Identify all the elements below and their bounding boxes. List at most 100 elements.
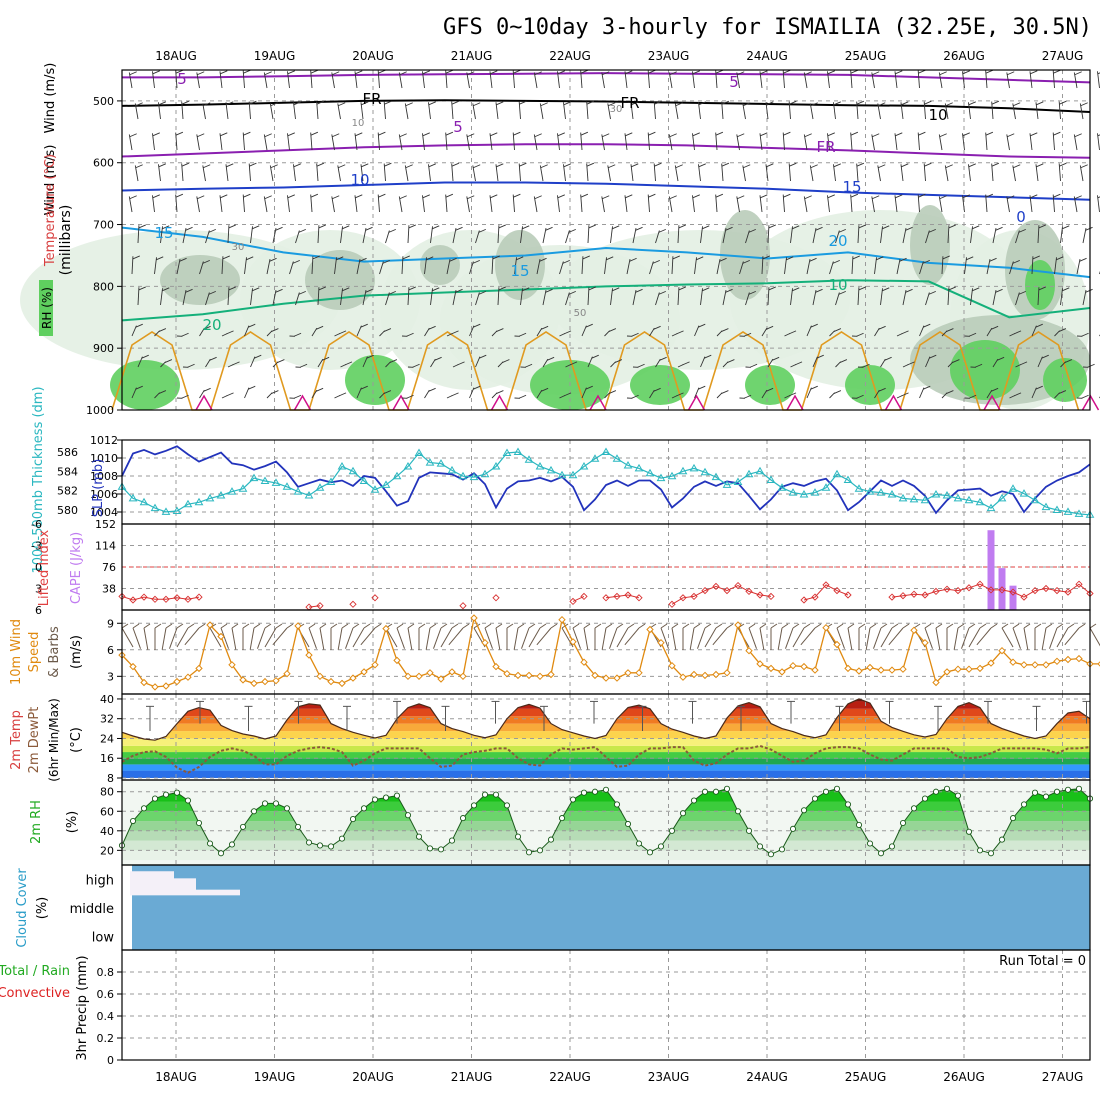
rh-shading-area [630, 365, 690, 405]
wind-barb-flag [715, 69, 724, 74]
wind-barb-flag [901, 163, 909, 168]
wind-barb-flag [249, 100, 257, 105]
wind-barb [205, 358, 211, 368]
temp-contour-30 [490, 394, 509, 411]
wind-barb [430, 226, 433, 244]
wind-barb-flag [952, 359, 960, 363]
precip-axis-title: 3hr Precip (mm) [75, 955, 90, 1060]
rh-shading-area [720, 210, 770, 300]
dewpoint-line [121, 744, 1091, 774]
wind-barb [986, 389, 993, 399]
wind-barb-flag [175, 131, 184, 136]
wind-barb-flag [270, 164, 278, 169]
wind-barb-flag [264, 195, 272, 200]
wind-barb [512, 70, 515, 89]
wind-barb [362, 356, 368, 368]
wind-barb [317, 287, 320, 306]
wind-barb [445, 194, 448, 213]
wind-barb [404, 165, 409, 182]
contour-label: 30 [232, 242, 245, 253]
wind-barb-10m [337, 627, 343, 650]
wind-barb [991, 163, 994, 182]
wind-speed-point [239, 676, 247, 684]
wind-barb-10m [924, 627, 933, 649]
wind-barb [563, 164, 566, 182]
wind-barb [985, 194, 988, 213]
rh-point [987, 850, 995, 857]
wind-barb [445, 132, 448, 151]
wind-barb [152, 195, 155, 213]
wind-barb [668, 196, 673, 213]
wind-barb [985, 70, 988, 89]
wind-barb [1006, 196, 1010, 213]
wind-barb-flag [451, 162, 460, 167]
wind-barb [520, 288, 523, 306]
thickness-point [656, 473, 666, 482]
wind-barb-10m-flag [836, 623, 844, 629]
wind-barb-flag [383, 390, 392, 394]
wind-barb-flag [516, 256, 524, 261]
wind-barb [466, 196, 470, 213]
rh-shading-area [420, 245, 460, 285]
wind-barb [475, 230, 480, 244]
wind-barb-10m [561, 627, 574, 648]
wind-barb-flag [185, 226, 193, 231]
wind-barb [871, 72, 875, 89]
wind-barb-10m-flag [814, 623, 822, 629]
wind-barb-flag [878, 325, 886, 330]
wind-barb-10m-flag [770, 623, 778, 629]
wind-barb [919, 387, 925, 399]
date-label-bottom: 20AUG [352, 1070, 394, 1084]
wind-barb-flag [669, 71, 677, 76]
lifted-index-point [162, 595, 170, 603]
rh-point [316, 842, 324, 849]
wind-barb [970, 288, 973, 306]
rh-point [327, 843, 335, 850]
wind-barb-10m-flag [748, 623, 756, 629]
wind-barb-flag [479, 354, 487, 359]
wind-barb [962, 71, 965, 89]
wind-speed-point [745, 646, 753, 655]
wind-barb-flag [1018, 290, 1026, 295]
wind-barb-10m-flag [440, 623, 448, 629]
wind-barb-flag [563, 330, 572, 335]
wind-barb [880, 358, 886, 368]
wind-barb-10m [572, 627, 581, 649]
temp-contour-30 [293, 394, 312, 411]
wind-barb-flag [702, 225, 710, 230]
contour-label: 5 [453, 118, 463, 136]
wind-barb [1029, 133, 1033, 151]
wind-barb [985, 132, 988, 151]
rh-axis-tick-label: 80 [100, 786, 114, 799]
pressure-axis-tick-label: 1000 [86, 404, 114, 417]
wind-barb-flag [715, 131, 724, 136]
wind-barb-flag [336, 256, 344, 261]
wind-barb [356, 387, 362, 399]
wind-barb [630, 102, 634, 120]
wind-speed-point [877, 666, 885, 674]
wind-barb-flag [138, 286, 146, 291]
thickness-point [183, 499, 193, 508]
wind-barb [736, 72, 740, 89]
wind-barb-10m-flag [891, 623, 899, 629]
wind-barb-flag [654, 100, 662, 105]
rh-point [536, 847, 544, 854]
wind-barb-flag [270, 102, 278, 107]
wind-speed-point [558, 615, 566, 624]
wind-barb-flag [269, 257, 277, 262]
wind-barb-flag [197, 133, 205, 138]
thickness-point [854, 484, 864, 492]
wind-barb [565, 230, 570, 244]
wind-barb [311, 327, 318, 337]
wind-barb-flag [905, 288, 913, 293]
wind-barb-flag [648, 69, 656, 74]
wind-barb-10m [976, 627, 992, 646]
wind-barb-10m-flag [220, 623, 228, 629]
wind-barb [962, 133, 965, 151]
wind-barb [1052, 194, 1055, 213]
thickness-point [315, 483, 325, 491]
wind-barb-10m [536, 627, 552, 646]
wind-barb-10m-flag [506, 623, 514, 629]
high-cloud-bar [130, 871, 174, 896]
wind-barb [331, 72, 335, 89]
